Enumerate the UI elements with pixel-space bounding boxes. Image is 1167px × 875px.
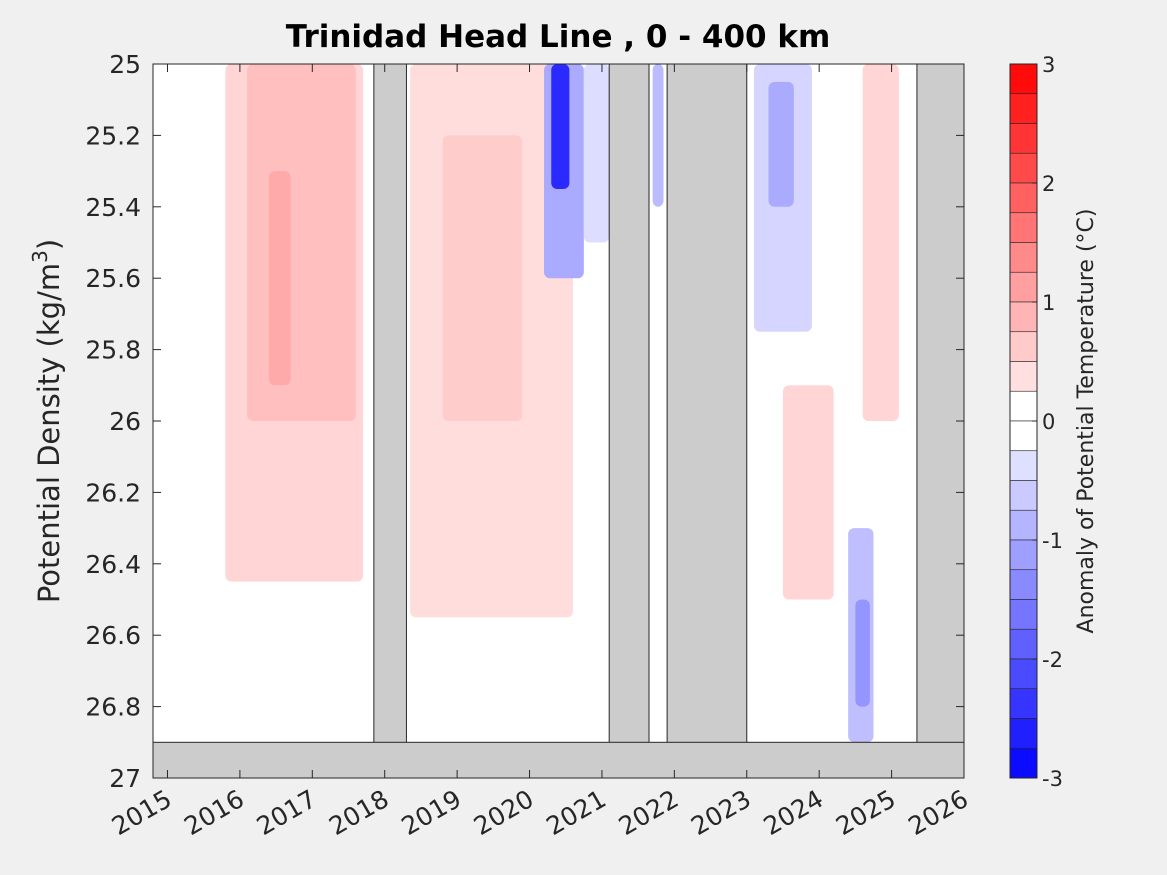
- anomaly-patch: [442, 135, 523, 421]
- colorbar-cell: [1009, 420, 1038, 452]
- anomaly-patch: [855, 599, 870, 707]
- y-tick-label: 26.8: [85, 693, 141, 722]
- anomaly-patch: [312, 81, 342, 243]
- colorbar-tick-label: 1: [1042, 291, 1055, 315]
- no-data-gap: [608, 64, 650, 778]
- x-tick-label: 2021: [541, 784, 611, 841]
- y-tick-label: 26.2: [85, 478, 141, 507]
- colorbar-cell: [1009, 63, 1038, 95]
- colorbar-tick-label: -1: [1042, 529, 1063, 553]
- colorbar-cell: [1009, 539, 1038, 571]
- colorbar-cell: [1009, 242, 1038, 273]
- colorbar-cell: [1009, 747, 1038, 779]
- anomaly-patch: [268, 171, 291, 386]
- no-data-gap: [666, 64, 748, 778]
- anomaly-patches: [225, 64, 899, 743]
- anomaly-patch: [583, 64, 610, 243]
- x-tick-label: 2016: [179, 784, 249, 841]
- colorbar-cell: [1009, 182, 1038, 214]
- colorbar-tick-label: 0: [1042, 410, 1055, 434]
- colorbar-cell: [1009, 480, 1038, 511]
- x-tick-label: 2026: [903, 784, 973, 841]
- colorbar-ticks: 3 2 1 0 -1 -2 -3: [1032, 53, 1063, 791]
- x-tick-label: 2025: [831, 784, 901, 841]
- colorbar-cell: [1009, 569, 1038, 600]
- y-tick-label: 25.4: [85, 193, 141, 222]
- anomaly-patch: [551, 64, 570, 189]
- x-tick-label: 2019: [397, 784, 467, 841]
- no-data-gap: [373, 64, 407, 778]
- x-tick-label: 2023: [686, 784, 756, 841]
- colorbar-cell: [1009, 450, 1038, 481]
- y-axis: 25 25.2 25.4 25.6 25.8 26 26.2 26.4 26.6 26.8 27: [85, 50, 964, 793]
- colorbar-cell: [1009, 599, 1038, 630]
- x-tick-label: 2017: [252, 784, 322, 841]
- x-tick-label: 2018: [324, 784, 394, 841]
- y-tick-label: 26.6: [85, 621, 141, 650]
- x-tick-label: 2022: [614, 784, 684, 841]
- x-tick-label: 2020: [469, 784, 539, 841]
- colorbar-cell: [1009, 361, 1038, 392]
- y-axis-label: Potential Density (kg/m3): [28, 239, 66, 603]
- colorbar-cell: [1009, 271, 1038, 303]
- plot-area: 2015 2016 2017 2018 2019 2020 2021 2022 2023 2024…: [85, 50, 973, 841]
- colorbar-cell: [1009, 301, 1038, 333]
- colorbar-tick-label: -3: [1042, 767, 1063, 791]
- colorbar-cell: [1009, 628, 1038, 660]
- anomaly-patch: [862, 64, 899, 421]
- colorbar-cell: [1009, 93, 1038, 124]
- colorbar-cell: [1009, 331, 1038, 362]
- colorbar-cell: [1009, 212, 1038, 243]
- colorbar-cell: [1009, 688, 1038, 719]
- y-tick-label: 26: [109, 407, 141, 436]
- anomaly-patch: [652, 64, 664, 207]
- colorbar-tick-label: 2: [1042, 172, 1055, 196]
- y-tick-label: 27: [109, 764, 141, 793]
- colorbar-cell: [1009, 658, 1038, 690]
- colorbar-cell: [1009, 152, 1038, 184]
- colorbar-cell: [1009, 390, 1038, 422]
- no-data-gaps: [153, 64, 964, 778]
- anomaly-patch: [768, 81, 794, 207]
- colorbar-cells: [1009, 63, 1038, 779]
- colorbar: 3 2 1 0 -1 -2 -3: [1009, 53, 1063, 791]
- y-tick-label: 25.6: [85, 264, 141, 293]
- colorbar-cell: [1009, 718, 1038, 749]
- colorbar-cell: [1009, 123, 1038, 154]
- anomaly-patch: [782, 385, 834, 600]
- colorbar-label: Anomaly of Potential Temperature (°C): [1074, 209, 1099, 634]
- colorbar-cell: [1009, 509, 1038, 541]
- chart-title: Trinidad Head Line , 0 - 400 km: [286, 19, 831, 55]
- no-data-gap: [153, 741, 964, 778]
- colorbar-tick-label: -2: [1042, 648, 1063, 672]
- x-tick-label: 2024: [759, 784, 829, 841]
- y-tick-label: 25.8: [85, 336, 141, 365]
- y-tick-label: 26.4: [85, 550, 141, 579]
- y-tick-label: 25: [109, 50, 141, 79]
- y-tick-label: 25.2: [85, 121, 141, 150]
- colorbar-tick-label: 3: [1042, 53, 1055, 77]
